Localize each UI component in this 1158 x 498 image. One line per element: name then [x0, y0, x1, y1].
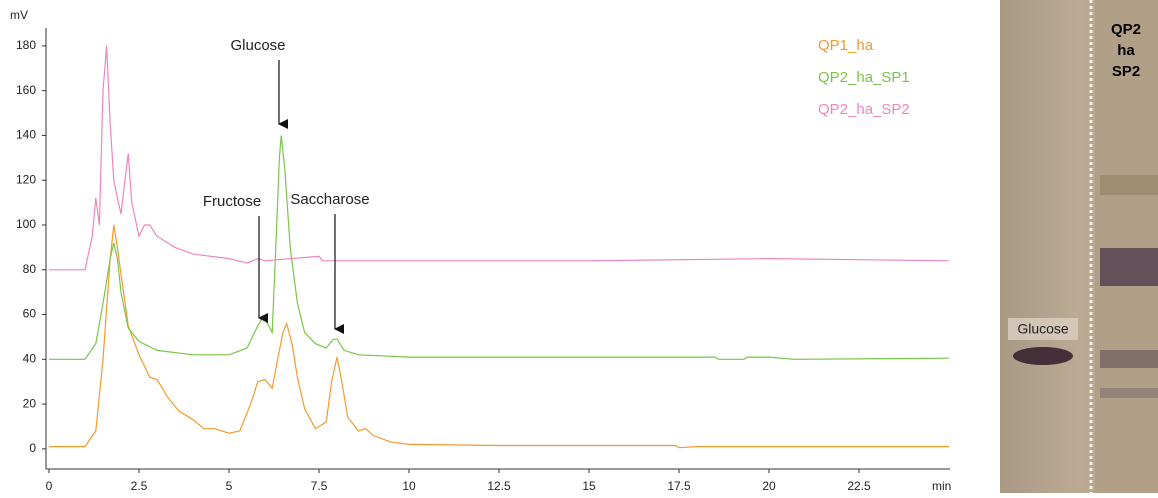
chart: mV min 0 20 40 60 80 100 120 140 160 180 0 2.5 5 7.5 1… — [10, 8, 951, 493]
plate-header: ha — [1117, 42, 1135, 59]
y-tick-label: 100 — [16, 217, 36, 231]
band — [1100, 388, 1158, 398]
band — [1013, 347, 1073, 365]
y-tick-label: 180 — [16, 38, 36, 52]
x-tick-label: 10 — [402, 479, 416, 493]
x-tick-label: 7.5 — [311, 479, 328, 493]
label-bg — [1008, 318, 1078, 340]
legend-entry: QP2_ha_SP2 — [818, 101, 910, 118]
plate-label: Glucose — [1017, 321, 1069, 337]
y-tick-label: 60 — [23, 307, 37, 321]
y-axis-label: mV — [10, 8, 28, 22]
annotation: Fructose — [203, 193, 261, 210]
legend-entry: QP2_ha_SP1 — [818, 69, 910, 86]
x-tick-label: 15 — [582, 479, 596, 493]
x-tick-label: 20 — [762, 479, 776, 493]
band — [1100, 248, 1158, 286]
x-tick-label: 2.5 — [131, 479, 148, 493]
y-tick-label: 80 — [23, 262, 37, 276]
band — [1100, 350, 1158, 368]
x-axis-label: min — [932, 479, 951, 493]
y-tick-label: 0 — [29, 441, 36, 455]
annotation: Glucose — [230, 37, 285, 54]
x-tick-label: 12.5 — [487, 479, 511, 493]
lane — [1095, 0, 1158, 493]
band — [1100, 175, 1158, 195]
x-tick-label: 5 — [226, 479, 233, 493]
plate-header: QP2 — [1111, 21, 1141, 38]
legend-entry: QP1_ha — [818, 37, 874, 54]
x-tick-label: 17.5 — [667, 479, 691, 493]
series-line — [49, 45, 950, 271]
annotation: Saccharose — [290, 191, 369, 208]
x-tick-label: 22.5 — [847, 479, 871, 493]
plate-header: SP2 — [1112, 63, 1140, 80]
series-line — [49, 224, 949, 449]
y-tick-label: 20 — [23, 396, 37, 410]
y-tick-label: 160 — [16, 83, 36, 97]
y-tick-label: 120 — [16, 172, 36, 186]
y-tick-label: 140 — [16, 128, 36, 142]
series-line — [49, 135, 950, 360]
x-tick-label: 0 — [46, 479, 53, 493]
tlc-plate: Glucose QP2 ha SP2 — [1000, 0, 1158, 493]
y-tick-label: 40 — [23, 351, 37, 365]
